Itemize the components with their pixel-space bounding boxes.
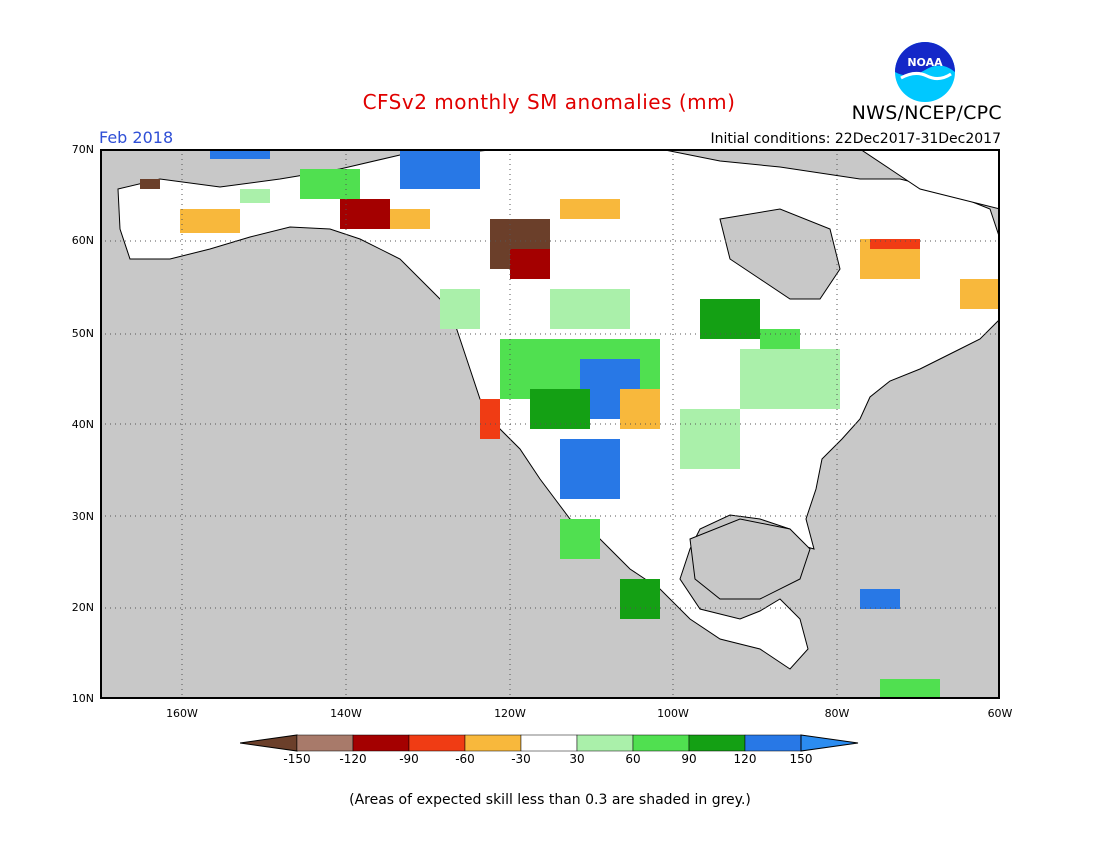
skill-note: (Areas of expected skill less than 0.3 a… [349,792,751,808]
colorbar-bin [632,734,690,752]
initial-conditions-label: Initial conditions: 22Dec2017-31Dec2017 [710,131,1002,147]
lon-label-120w: 120W [494,707,526,720]
colorbar-label: -60 [455,752,475,766]
lat-label-40n: 40N [71,418,94,431]
lat-label-20n: 20N [71,601,94,614]
noaa-logo: NOAA [893,40,957,104]
colorbar-label: 60 [625,752,641,766]
colorbar-label: 120 [733,752,757,766]
colorbar-bin [352,734,410,752]
colorbar-label: -150 [283,752,311,766]
colorbar-label: -30 [511,752,531,766]
lon-label-100w: 100W [657,707,689,720]
lon-label-60w: 60W [987,707,1013,720]
greenland-land [859,149,1000,210]
lon-label-160w: 160W [166,707,198,720]
lat-label-50n: 50N [71,327,94,340]
chart-title: CFSv2 monthly SM anomalies (mm) [362,90,736,114]
map-border [100,149,1000,699]
hudson-bay [719,208,841,300]
graticule [100,149,1000,699]
lat-label-10n: 10N [71,692,94,705]
colorbar-bin [688,734,746,752]
colorbar-bin [408,734,466,752]
colorbar-label: 30 [569,752,585,766]
colorbar-arrow-left [240,734,298,752]
colorbar-bin [296,734,354,752]
colorbar-bin [744,734,802,752]
organization-label: NWS/NCEP/CPC [851,102,1002,124]
colorbar-bin [520,734,578,752]
valid-month-label: Feb 2018 [99,128,174,147]
logo-text: NOAA [907,56,943,69]
colorbar-label: -120 [339,752,367,766]
colorbar-label: 90 [681,752,697,766]
gulf-of-mexico [689,518,811,600]
colorbar [240,734,859,752]
lon-label-140w: 140W [330,707,362,720]
anomaly-cells [140,149,1000,699]
lat-label-30n: 30N [71,510,94,523]
colorbar-arrow-right [800,734,859,752]
lon-label-80w: 80W [824,707,850,720]
lat-label-60n: 60N [71,234,94,247]
colorbar-label: 150 [789,752,813,766]
lat-label-70n: 70N [71,143,94,156]
colorbar-bin [464,734,522,752]
colorbar-label: -90 [399,752,419,766]
colorbar-bin [576,734,634,752]
anomaly-map [100,149,1000,699]
